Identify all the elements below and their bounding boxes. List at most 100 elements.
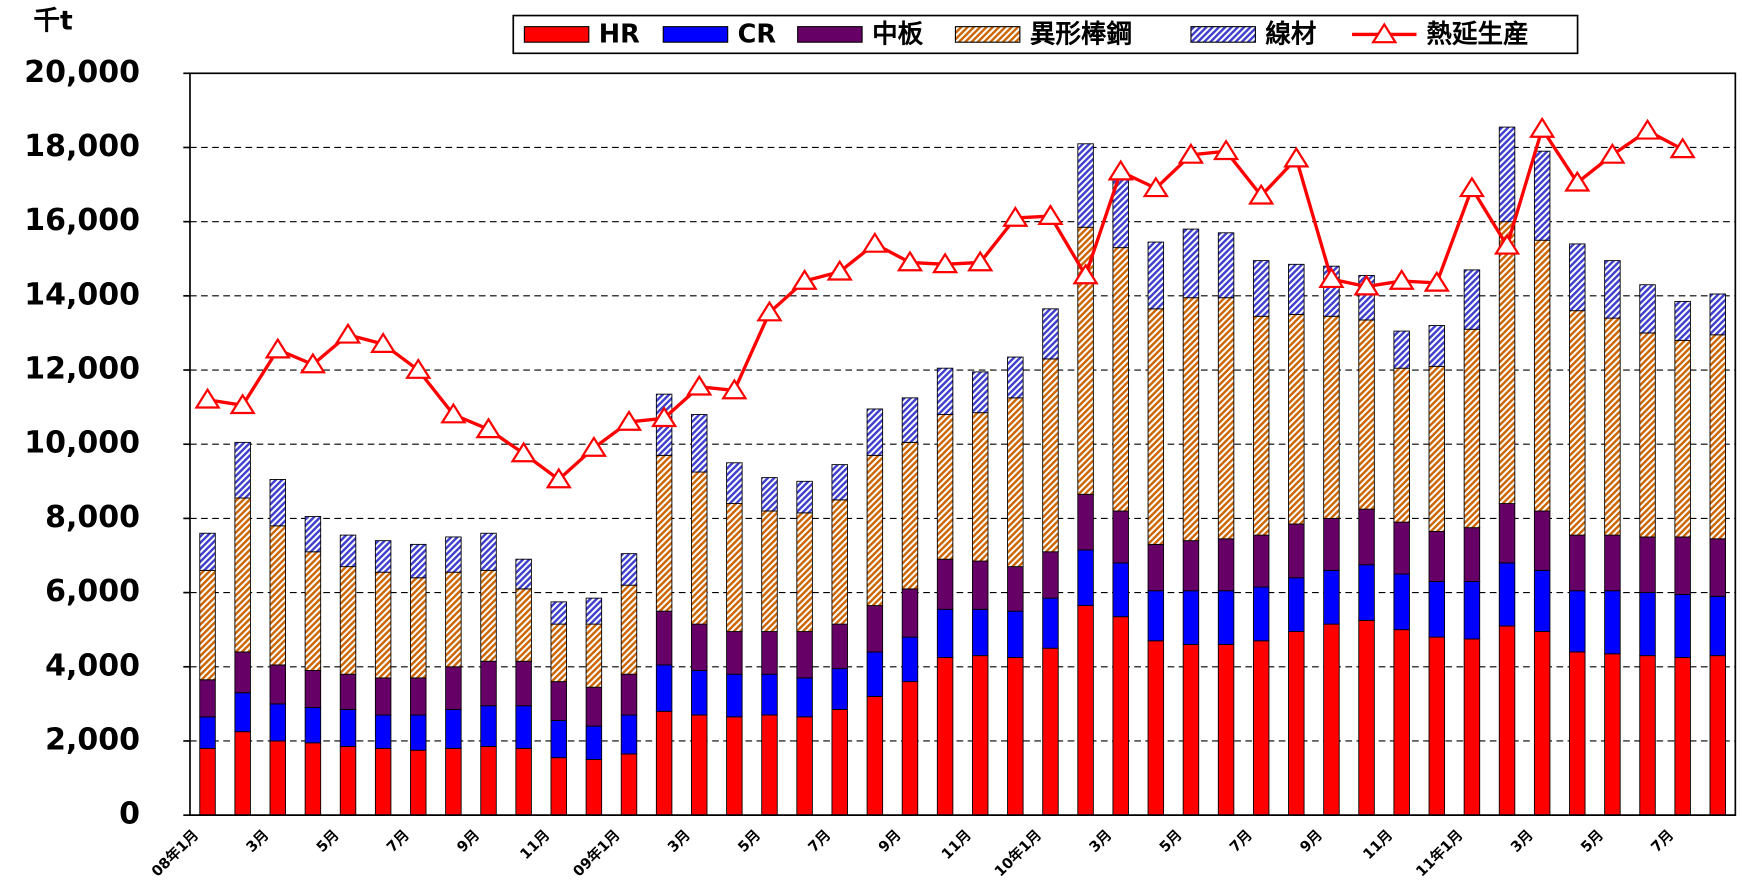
bar-segment (1358, 564, 1375, 621)
bar-segment (1393, 367, 1410, 523)
bar-segment (1217, 232, 1235, 299)
line-marker (264, 337, 291, 359)
line-marker (1634, 118, 1661, 140)
bar-segment (1077, 605, 1094, 816)
bar-segment (1112, 510, 1129, 564)
line-marker (1107, 159, 1134, 181)
bar-segment (1498, 503, 1516, 564)
bar-segment (971, 371, 989, 414)
bar-segment (761, 477, 778, 512)
bar-segment (1217, 644, 1235, 816)
bar-segment (1639, 592, 1656, 657)
bar-segment (445, 536, 462, 573)
line-marker (1388, 268, 1415, 290)
bar-segment (480, 532, 497, 571)
bar-segment (796, 512, 813, 632)
bar-segment (1639, 284, 1656, 334)
bar-segment (620, 673, 638, 716)
bar-segment (515, 660, 532, 707)
bar-segment (866, 605, 884, 653)
bar-segment (1147, 241, 1165, 310)
bar-segment (480, 705, 497, 747)
bar-segment (1077, 549, 1094, 607)
x-tick-label: 5月 (313, 827, 342, 856)
bar-segment (1428, 530, 1446, 582)
legend-label: 異形棒鋼 (1030, 20, 1132, 50)
bar-segment (234, 692, 251, 733)
bar-segment (199, 679, 216, 718)
bar-segment (1042, 597, 1059, 649)
bar-segment (1428, 365, 1446, 532)
bar-segment (374, 677, 392, 716)
bar-segment (550, 757, 567, 816)
bar-segment (1358, 619, 1375, 816)
bar-segment (515, 558, 532, 590)
bar-segment (1252, 534, 1270, 588)
bar-segment (1604, 590, 1621, 655)
bar-segment (726, 673, 743, 718)
y-tick-label: 14,000 (24, 277, 140, 312)
line-marker (1423, 270, 1450, 292)
line-marker (931, 252, 959, 274)
legend-label: CR (738, 20, 777, 50)
bar-segment (269, 740, 287, 816)
bar-segment (796, 677, 813, 718)
bar-segment (480, 569, 497, 662)
bar-segment (1709, 655, 1726, 816)
bar-segment (410, 749, 427, 816)
bar-segment (199, 569, 216, 681)
bar-segment (1463, 269, 1481, 330)
bar-segment (1007, 566, 1024, 612)
bar-segment (515, 747, 532, 816)
line-marker (615, 409, 643, 431)
bar-segment (936, 608, 954, 658)
bar-segment (585, 597, 603, 625)
bar-segment (1288, 577, 1305, 632)
line-marker (1248, 183, 1275, 205)
bar-segment (866, 651, 884, 697)
bar-segment (374, 540, 392, 573)
legend-swatch (523, 26, 590, 43)
bar-segment (831, 499, 848, 625)
bar-segment (1569, 310, 1586, 536)
bar-segment (1569, 534, 1586, 592)
bar-segment (1217, 590, 1235, 645)
bar-segment (726, 503, 743, 632)
bar-segment (1709, 334, 1726, 540)
bar-segment (1674, 339, 1691, 538)
bar-segment (1463, 527, 1481, 582)
bar-segment (234, 441, 251, 499)
y-tick-label: 2,000 (45, 722, 140, 757)
line-marker (791, 268, 818, 290)
bar-segment (936, 558, 954, 610)
bar-segment (620, 714, 638, 755)
bar-segment (1428, 581, 1446, 638)
bar-segment (585, 725, 603, 760)
bar-segment (1252, 260, 1270, 317)
line-marker (580, 435, 607, 457)
bar-segment (901, 397, 919, 443)
bar-segment (726, 462, 743, 505)
bar-segment (1042, 308, 1059, 360)
line-marker (1493, 233, 1521, 255)
bar-segment (655, 664, 673, 712)
bar-segment (1112, 562, 1129, 618)
y-tick-label: 20,000 (24, 55, 140, 90)
bar-segment (1463, 638, 1481, 816)
x-tick-label: 11月 (938, 827, 974, 863)
line-marker (861, 231, 888, 253)
bar-segment (1007, 356, 1024, 399)
bar-segment (1042, 551, 1059, 599)
legend-label: 線材 (1265, 20, 1316, 50)
bar-segment (269, 525, 287, 666)
bar-segment (1533, 569, 1551, 632)
bar-segment (1252, 640, 1270, 816)
bar-segment (445, 747, 462, 816)
bar-segment (726, 631, 743, 675)
bar-segment (1604, 653, 1621, 816)
line-marker (194, 387, 221, 409)
x-tick-label: 11年1月 (1412, 826, 1466, 880)
bar-segment (1498, 221, 1516, 505)
line-marker (440, 402, 467, 424)
bar-segment (620, 584, 638, 675)
